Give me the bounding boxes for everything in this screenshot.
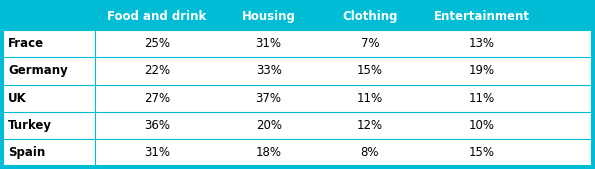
Text: 27%: 27%	[143, 92, 170, 105]
Text: Entertainment: Entertainment	[434, 10, 530, 23]
Text: 12%: 12%	[357, 119, 383, 132]
Bar	[3, 3, 592, 30]
Text: 33%: 33%	[256, 64, 281, 77]
Text: Frace: Frace	[8, 37, 44, 50]
Text: Turkey: Turkey	[8, 119, 52, 132]
Text: 25%: 25%	[144, 37, 170, 50]
Text: 10%: 10%	[469, 119, 495, 132]
Text: 19%: 19%	[469, 64, 495, 77]
Text: 15%: 15%	[469, 146, 495, 159]
Text: 22%: 22%	[143, 64, 170, 77]
Text: Housing: Housing	[242, 10, 296, 23]
Text: 31%: 31%	[144, 146, 170, 159]
Text: Spain: Spain	[8, 146, 45, 159]
Text: UK: UK	[8, 92, 27, 105]
Text: 18%: 18%	[256, 146, 281, 159]
Text: 36%: 36%	[144, 119, 170, 132]
Text: 11%: 11%	[357, 92, 383, 105]
Text: 31%: 31%	[256, 37, 281, 50]
Text: 11%: 11%	[469, 92, 495, 105]
Text: Germany: Germany	[8, 64, 68, 77]
Text: 7%: 7%	[361, 37, 379, 50]
Text: 8%: 8%	[361, 146, 379, 159]
Text: 15%: 15%	[357, 64, 383, 77]
Text: 37%: 37%	[256, 92, 281, 105]
Text: 13%: 13%	[469, 37, 495, 50]
Text: Food and drink: Food and drink	[107, 10, 206, 23]
Text: Clothing: Clothing	[342, 10, 397, 23]
Text: 20%: 20%	[256, 119, 281, 132]
